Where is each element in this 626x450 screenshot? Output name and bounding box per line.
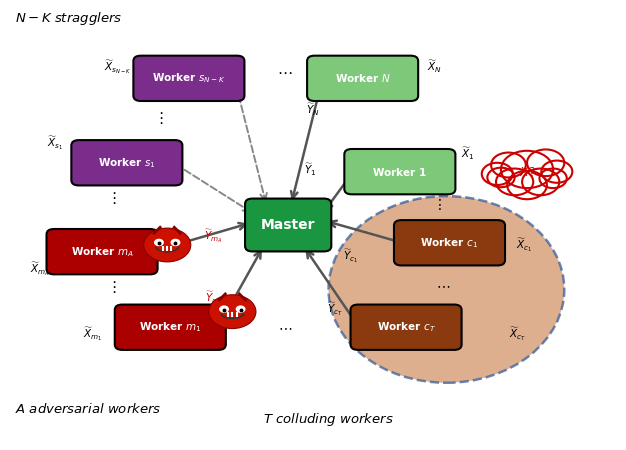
Text: $\vdots$: $\vdots$ <box>433 198 442 212</box>
FancyBboxPatch shape <box>46 229 158 274</box>
Text: $\vdots$: $\vdots$ <box>106 279 116 295</box>
Circle shape <box>501 151 553 188</box>
FancyBboxPatch shape <box>71 140 182 185</box>
FancyBboxPatch shape <box>394 220 505 266</box>
Circle shape <box>541 161 572 183</box>
Text: $\widetilde{Y}_{m_A}$: $\widetilde{Y}_{m_A}$ <box>205 227 223 245</box>
Text: $\cdots$: $\cdots$ <box>278 320 292 334</box>
Text: Worker $\mathbf{1}$: Worker $\mathbf{1}$ <box>372 166 428 178</box>
Text: $\widetilde{Y}_{m_1}$: $\widetilde{Y}_{m_1}$ <box>205 289 223 307</box>
Text: $\widetilde{X}_{m_A}$: $\widetilde{X}_{m_A}$ <box>30 261 50 279</box>
Text: $\vdots$: $\vdots$ <box>153 110 163 126</box>
Text: $N-K$ stragglers: $N-K$ stragglers <box>15 10 123 27</box>
Circle shape <box>491 153 526 177</box>
Circle shape <box>540 169 567 188</box>
Circle shape <box>527 149 564 176</box>
Text: Worker $s_1$: Worker $s_1$ <box>98 156 156 170</box>
Text: $\widetilde{X}_{s_{N-K}}$: $\widetilde{X}_{s_{N-K}}$ <box>104 58 131 76</box>
Circle shape <box>488 168 515 187</box>
Text: $\vdots$: $\vdots$ <box>106 190 116 207</box>
Circle shape <box>237 306 245 312</box>
FancyBboxPatch shape <box>351 305 461 350</box>
Text: $\cdots$: $\cdots$ <box>277 64 293 79</box>
Text: Worker $c_1$: Worker $c_1$ <box>421 236 478 250</box>
Text: Worker $c_T$: Worker $c_T$ <box>377 320 436 334</box>
Ellipse shape <box>329 196 564 383</box>
Text: Worker $m_A$: Worker $m_A$ <box>71 245 133 259</box>
Circle shape <box>155 239 163 246</box>
Text: $T$ colluding workers: $T$ colluding workers <box>264 411 394 428</box>
Text: $\widetilde{X}_{m_1}$: $\widetilde{X}_{m_1}$ <box>83 325 103 343</box>
Text: $\widetilde{Y}_{c_1}$: $\widetilde{Y}_{c_1}$ <box>342 247 358 265</box>
Text: Worker $s_{N-K}$: Worker $s_{N-K}$ <box>152 72 225 85</box>
Circle shape <box>143 228 191 262</box>
Text: $A$ adversarial workers: $A$ adversarial workers <box>15 402 162 416</box>
Text: Worker $m_1$: Worker $m_1$ <box>139 320 202 334</box>
Text: $\widetilde{Y}_{c_T}$: $\widetilde{Y}_{c_T}$ <box>327 301 342 318</box>
Text: $X?$: $X?$ <box>518 166 535 179</box>
Circle shape <box>220 306 228 312</box>
Circle shape <box>171 239 180 246</box>
FancyBboxPatch shape <box>133 56 244 101</box>
Circle shape <box>496 169 533 195</box>
Text: $\widetilde{X}_{c_T}$: $\widetilde{X}_{c_T}$ <box>509 325 526 343</box>
Text: $\widetilde{Y}_{N}$: $\widetilde{Y}_{N}$ <box>306 101 320 118</box>
Text: $\widetilde{X}_{c_1}$: $\widetilde{X}_{c_1}$ <box>516 236 532 254</box>
Text: Worker $N$: Worker $N$ <box>335 72 391 84</box>
FancyBboxPatch shape <box>245 198 331 252</box>
Text: Master: Master <box>261 218 316 232</box>
Circle shape <box>208 295 256 328</box>
FancyBboxPatch shape <box>307 56 418 101</box>
Text: $\widetilde{X}_{1}$: $\widetilde{X}_{1}$ <box>461 146 475 162</box>
Text: $\widetilde{X}_{N}$: $\widetilde{X}_{N}$ <box>426 59 441 76</box>
FancyBboxPatch shape <box>344 149 455 194</box>
Text: $\widetilde{Y}_{1}$: $\widetilde{Y}_{1}$ <box>304 161 316 178</box>
Circle shape <box>482 163 513 185</box>
FancyBboxPatch shape <box>115 305 226 350</box>
Text: $\cdots$: $\cdots$ <box>436 278 451 292</box>
Text: $\widetilde{X}_{s_1}$: $\widetilde{X}_{s_1}$ <box>48 134 64 152</box>
Circle shape <box>507 171 547 199</box>
Circle shape <box>522 169 559 195</box>
